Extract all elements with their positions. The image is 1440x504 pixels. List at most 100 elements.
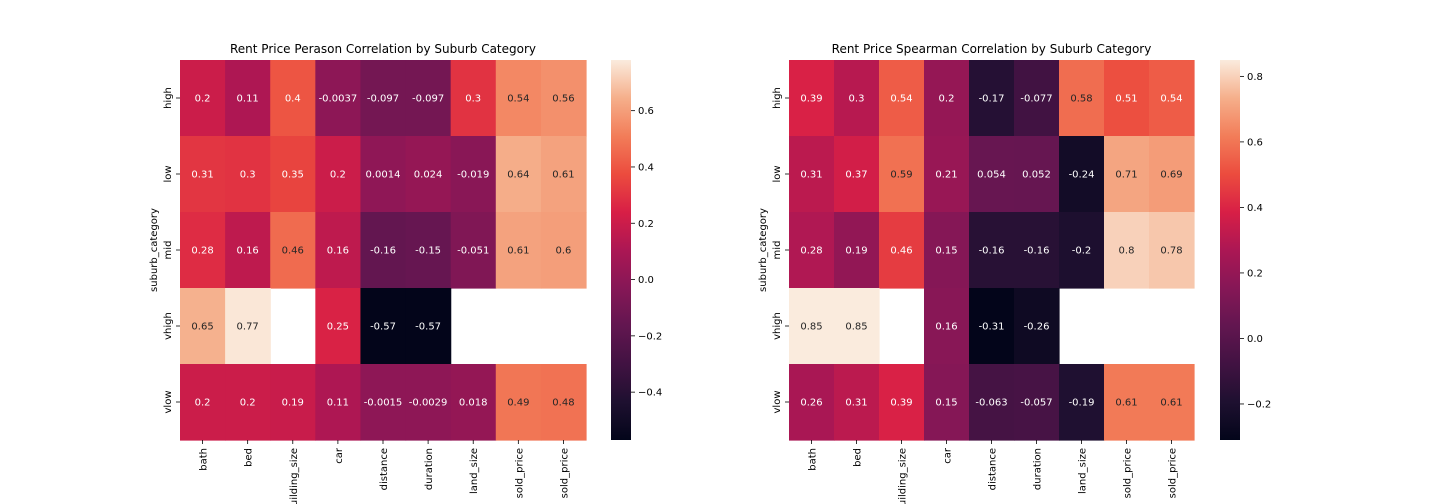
heatmap-cell <box>225 60 271 137</box>
heatmap-cell <box>450 60 497 137</box>
cell-value-label: 0.28 <box>800 246 822 257</box>
y-tick-label: vhigh <box>772 312 783 340</box>
cell-value-label: 0.61 <box>1115 398 1137 409</box>
pearson-heatmap: Rent Price Perason Correlation by Suburb… <box>149 42 662 504</box>
cell-value-label: 0.46 <box>282 246 304 257</box>
x-tick-label: duration <box>1033 448 1044 490</box>
cell-value-label: 0.71 <box>1115 170 1137 181</box>
cell-value-label: 0.21 <box>935 170 957 181</box>
cell-value-label: 0.052 <box>1022 170 1051 181</box>
heatmap-cell <box>1149 60 1195 137</box>
colorbar-tick-label: −0.4 <box>638 388 662 399</box>
y-tick-label: high <box>772 87 783 109</box>
y-tick-label: low <box>772 165 783 182</box>
cell-value-label: -0.26 <box>1024 322 1050 333</box>
cell-value-label: 0.018 <box>459 398 488 409</box>
cell-value-label: 0.37 <box>845 170 867 181</box>
x-tick-label: distance <box>988 448 999 490</box>
heatmap-cell <box>879 364 925 441</box>
heatmap-cell <box>1014 288 1060 365</box>
cell-value-label: 0.4 <box>285 94 301 105</box>
cell-value-label: -0.0037 <box>319 94 358 105</box>
heatmap-cell <box>834 288 880 365</box>
cell-value-label: 0.46 <box>890 246 912 257</box>
heatmap-cell <box>360 212 407 289</box>
colorbar-tick-label: 0.0 <box>1247 334 1263 345</box>
heatmap-cell <box>924 364 970 441</box>
heatmap-cell <box>495 136 542 213</box>
heatmap-cell <box>789 136 835 213</box>
heatmap-cell <box>495 364 542 441</box>
heatmap-cell <box>360 288 407 365</box>
cell-value-label: 0.11 <box>327 398 349 409</box>
cell-value-label: 0.49 <box>507 398 529 409</box>
cell-value-label: 0.0014 <box>366 170 401 181</box>
cell-value-label: 0.54 <box>507 94 529 105</box>
heatmap-cell <box>540 136 587 213</box>
heatmap-cell <box>180 212 226 289</box>
heatmap-cell <box>315 364 362 441</box>
cell-value-label: 0.58 <box>1070 94 1092 105</box>
heatmap-cell <box>180 288 226 365</box>
cell-value-label: 0.024 <box>414 170 443 181</box>
heatmap-cell <box>1014 60 1060 137</box>
heatmap-cell <box>1104 364 1150 441</box>
heatmap-cell <box>969 212 1015 289</box>
chart-title: Rent Price Spearman Correlation by Subur… <box>832 42 1152 56</box>
cell-value-label: -0.077 <box>1020 94 1052 105</box>
cell-value-label: 0.85 <box>800 322 822 333</box>
cell-value-label: 0.48 <box>552 398 574 409</box>
heatmap-cell <box>1104 60 1150 137</box>
colorbar-tick-label: 0.0 <box>638 275 654 286</box>
y-axis-label: suburb_category <box>758 208 769 292</box>
heatmap-cell <box>879 136 925 213</box>
x-tick-label: sold_price <box>1168 448 1179 498</box>
x-tick-label: distance <box>379 448 390 490</box>
heatmap-cell <box>1014 136 1060 213</box>
cell-value-label: 0.39 <box>890 398 912 409</box>
heatmap-cell <box>879 60 925 137</box>
x-tick-label: building_size <box>898 448 909 504</box>
heatmap-cell <box>1104 136 1150 213</box>
colorbar-tick-label: 0.4 <box>638 162 654 173</box>
cell-value-label: 0.2 <box>330 170 346 181</box>
cell-value-label: 0.26 <box>800 398 822 409</box>
y-tick-label: vhigh <box>163 312 174 340</box>
heatmap-cell <box>789 364 835 441</box>
cell-value-label: -0.16 <box>1024 246 1050 257</box>
cell-value-label: 0.16 <box>237 246 259 257</box>
cell-value-label: -0.17 <box>979 94 1005 105</box>
heatmap-cell <box>405 60 452 137</box>
cell-value-label: 0.39 <box>800 94 822 105</box>
heatmap-cell <box>1149 364 1195 441</box>
x-tick-label: bath <box>808 448 819 471</box>
heatmap-cell <box>315 288 362 365</box>
y-tick-label: high <box>163 87 174 109</box>
heatmap-cell <box>924 136 970 213</box>
cell-value-label: 0.25 <box>327 322 349 333</box>
heatmap-cell <box>1059 364 1105 441</box>
cell-value-label: 0.69 <box>1160 170 1182 181</box>
cell-value-label: -0.15 <box>415 246 441 257</box>
cell-value-label: 0.31 <box>800 170 822 181</box>
heatmap-cell <box>924 288 970 365</box>
cell-value-label: -0.0029 <box>409 398 448 409</box>
heatmap-cell <box>405 364 452 441</box>
cell-value-label: 0.16 <box>935 322 957 333</box>
heatmap-cell <box>405 212 452 289</box>
heatmap-cell <box>969 364 1015 441</box>
heatmap-cell <box>450 136 497 213</box>
heatmap-cell <box>1059 212 1105 289</box>
heatmap-cell <box>450 212 497 289</box>
cell-value-label: 0.3 <box>465 94 481 105</box>
heatmap-cell <box>270 212 316 289</box>
heatmap-cell <box>834 60 880 137</box>
cell-value-label: 0.16 <box>327 246 349 257</box>
y-tick-label: vlow <box>772 391 783 414</box>
y-tick-label: mid <box>163 241 174 260</box>
heatmap-cell <box>270 60 316 137</box>
colorbar-tick-label: −0.2 <box>1247 399 1271 410</box>
cell-value-label: 0.35 <box>282 170 304 181</box>
heatmap-cell <box>969 288 1015 365</box>
cell-value-label: 0.2 <box>195 94 211 105</box>
